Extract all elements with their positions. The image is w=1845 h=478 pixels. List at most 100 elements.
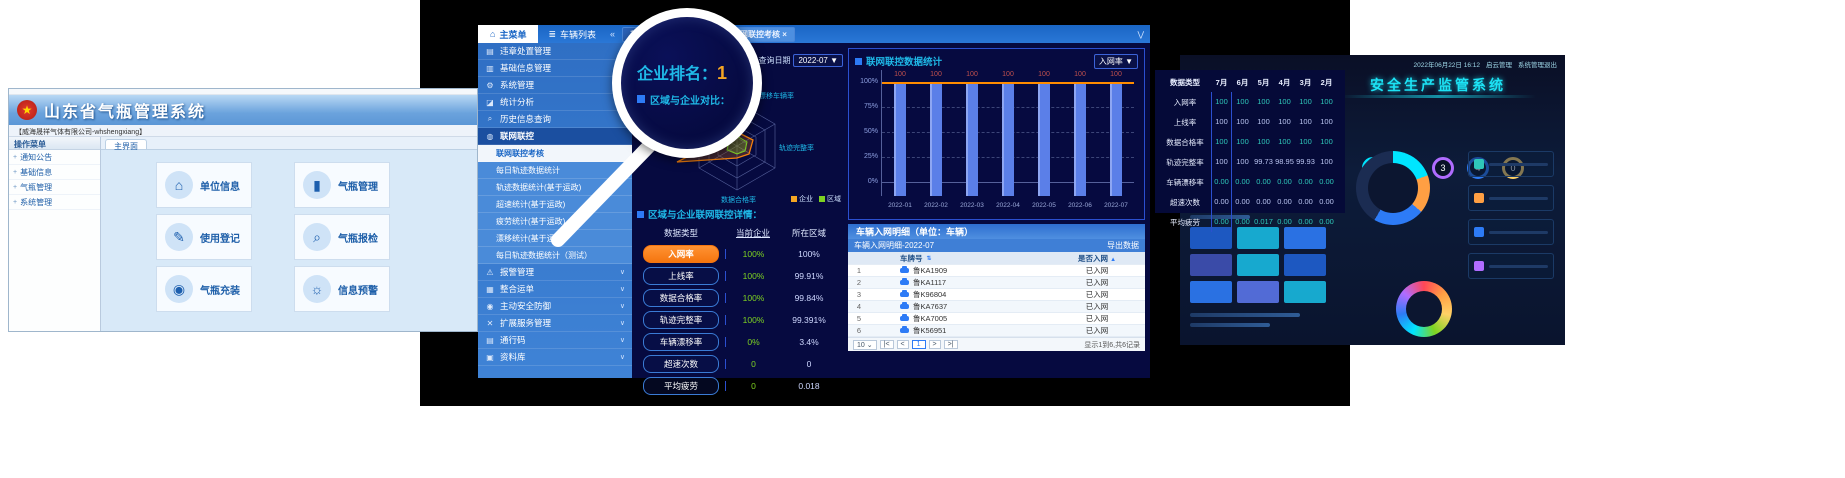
sidebar-subitem[interactable]: 联网联控考核 — [478, 145, 632, 162]
stats-header-cell: 5月 — [1257, 77, 1270, 87]
module-card[interactable]: ⌂ 单位信息 — [156, 162, 252, 208]
metric-select[interactable]: 入网率 ▼ — [1093, 53, 1138, 69]
sidebar-item[interactable]: ▣ 资料库 ∨ — [478, 349, 632, 366]
sidebar-item[interactable]: ◪统计分析∨ — [478, 94, 632, 111]
metric-button[interactable]: 上线率 — [643, 267, 719, 285]
stats-header-cell: 4月 — [1278, 77, 1291, 87]
car-icon — [900, 314, 909, 321]
vehicle-row[interactable]: 1 鲁KA1909 已入网 — [848, 265, 1145, 277]
chevron-down-icon[interactable]: ⋁ — [1137, 29, 1144, 39]
sidebar-item[interactable]: + 气瓶管理 — [9, 180, 100, 195]
dashboard-tile-button[interactable] — [1284, 227, 1326, 249]
main-menu-tab[interactable]: ⌂ 主菜单 — [478, 25, 539, 43]
sidebar-item[interactable]: ▤ 通行码 ∨ — [478, 332, 632, 349]
expand-plus-icon[interactable]: + — [13, 198, 18, 206]
prev-page-button[interactable]: < — [896, 340, 909, 349]
sidebar-item[interactable]: ⌕历史信息查询∨ — [478, 111, 632, 128]
sidebar-item[interactable]: ▥基础信息管理∨ — [478, 60, 632, 77]
sidebar-item[interactable]: ✕ 扩展服务管理 ∨ — [478, 315, 632, 332]
vehicle-row[interactable]: 6 鲁K56951 已入网 — [848, 325, 1145, 337]
sidebar-subitem[interactable]: 超速统计(基于运政) — [478, 196, 632, 213]
vehicle-row[interactable]: 2 鲁KA1117 已入网 — [848, 277, 1145, 289]
sidebar-item[interactable]: ⚙ 系统管理 — [478, 77, 632, 94]
page-size-select[interactable]: 10 ⌄ — [853, 339, 877, 350]
next-page-button[interactable]: > — [928, 340, 941, 349]
history-search-icon: ⌕ — [487, 114, 493, 123]
collapse-icon[interactable]: « — [610, 29, 616, 39]
dashboard-tile-button[interactable] — [1190, 281, 1232, 303]
vehicle-list-tab[interactable]: ≣ 车辆列表 — [548, 28, 597, 40]
metric-button[interactable]: 平均疲劳 — [643, 377, 719, 395]
module-card[interactable]: ☼ 信息预警 — [294, 266, 390, 312]
tab-main-screen[interactable]: 主界面 — [105, 139, 147, 151]
bar[interactable] — [1038, 82, 1050, 196]
chart-title: 联网联控数据统计 — [855, 53, 942, 69]
magnified-rank-value: 1 — [717, 62, 728, 83]
dashboard-tile-button[interactable] — [1237, 227, 1279, 249]
left-app-tabbar: 主界面 — [101, 137, 477, 151]
metric-button[interactable]: 数据合格率 — [643, 289, 719, 307]
center-topbar: ⌂ 主菜单 ≣ 车辆列表 « 数据看板 数据看板 联网联控考核 × ⋁ — [478, 25, 1150, 43]
metric-button[interactable]: 车辆漂移率 — [643, 333, 719, 351]
sidebar-item[interactable]: + 系统管理 — [9, 195, 100, 210]
dashboard-tile-button[interactable] — [1190, 254, 1232, 276]
cylinder-icon: ▮ — [303, 171, 331, 199]
sidebar-item[interactable]: + 基础信息 — [9, 165, 100, 180]
stats-header-cell: 6月 — [1236, 77, 1249, 87]
vehicle-row[interactable]: 4 鲁KA7637 已入网 — [848, 301, 1145, 313]
dashboard-tile-button[interactable] — [1190, 227, 1232, 249]
plate-column-header[interactable]: 车牌号 ⇅ — [900, 253, 932, 263]
detail-section-header: 区域与企业联网联控详情： — [637, 206, 843, 222]
bar[interactable] — [966, 82, 978, 196]
dashboard-tile-button[interactable] — [1284, 254, 1326, 276]
sidebar-subitem[interactable]: 疲劳统计(基于运政) — [478, 213, 632, 230]
module-card[interactable]: ✎ 使用登记 — [156, 214, 252, 260]
sidebar-item[interactable]: ⚠ 报警管理 ∨ — [478, 264, 632, 281]
last-page-button[interactable]: >| — [943, 340, 958, 349]
sidebar-item[interactable]: ▦ 整合运单 ∨ — [478, 281, 632, 298]
metric-button[interactable]: 入网率 — [643, 245, 719, 263]
radar-label-drift: 漂移车辆率 — [759, 91, 794, 100]
sidebar-subitem[interactable]: 轨迹数据统计(基于运政) — [478, 179, 632, 196]
detail-col-region[interactable]: 所在区域 — [791, 228, 826, 238]
sidebar-item-network-control[interactable]: ◍ 联网联控 — [478, 128, 632, 145]
module-card[interactable]: ◉ 气瓶充装 — [156, 266, 252, 312]
chevron-down-icon: ∨ — [619, 320, 625, 327]
metric-button[interactable]: 轨迹完整率 — [643, 311, 719, 329]
expand-plus-icon[interactable]: + — [13, 153, 18, 161]
export-data-button[interactable]: 导出数据 — [1107, 241, 1139, 250]
module-card[interactable]: ⌕ 气瓶报检 — [294, 214, 390, 260]
bar-month: 100 2022-07 — [1104, 71, 1128, 209]
sidebar-subitem[interactable]: 每日轨迹数据统计 — [478, 162, 632, 179]
expand-plus-icon[interactable]: + — [13, 168, 18, 176]
company-strip: 【威海晟祥气体有限公司-whshengxiang】 — [9, 125, 477, 137]
sidebar-item[interactable]: ▤违章处置管理∨ — [478, 43, 632, 60]
module-card[interactable]: ▮ 气瓶管理 — [294, 162, 390, 208]
sidebar-item[interactable]: + 通知公告 — [9, 150, 100, 165]
vehicle-row[interactable]: 3 鲁K96804 已入网 — [848, 289, 1145, 301]
dashboard-tile-button[interactable] — [1237, 281, 1279, 303]
bar[interactable] — [1110, 82, 1122, 196]
detail-col-company[interactable]: 当前企业 — [735, 228, 770, 238]
bar[interactable] — [1002, 82, 1014, 196]
alarm-icon: ⚠ — [486, 267, 494, 277]
stat-row — [1468, 253, 1554, 279]
bar[interactable] — [930, 82, 942, 196]
current-page[interactable]: 1 — [911, 340, 926, 349]
sidebar-item[interactable]: ◉ 主动安全防御 ∨ — [478, 298, 632, 315]
sidebar-subitem[interactable]: 漂移统计(基于运政) — [478, 230, 632, 247]
dashboard-tile-button[interactable] — [1284, 281, 1326, 303]
logout-link[interactable]: 系统管理退出 — [1518, 62, 1557, 69]
first-page-button[interactable]: |< — [879, 340, 894, 349]
bar[interactable] — [1074, 82, 1086, 196]
expand-plus-icon[interactable]: + — [13, 183, 18, 191]
bar[interactable] — [894, 82, 906, 196]
vehicle-row[interactable]: 5 鲁KA7005 已入网 — [848, 313, 1145, 325]
dashboard-tile-button[interactable] — [1237, 254, 1279, 276]
metric-button[interactable]: 超速次数 — [643, 355, 719, 373]
user-name[interactable]: 启云管理 — [1486, 62, 1512, 69]
sidebar-subitem[interactable]: 每日轨迹数据统计（测试） — [478, 247, 632, 264]
status-column-header[interactable]: 是否入网 ▲ — [1077, 253, 1117, 263]
query-date-select[interactable]: 2022-07 ▼ — [793, 53, 843, 67]
dropdown-arrow-icon: ▼ — [1125, 56, 1133, 66]
